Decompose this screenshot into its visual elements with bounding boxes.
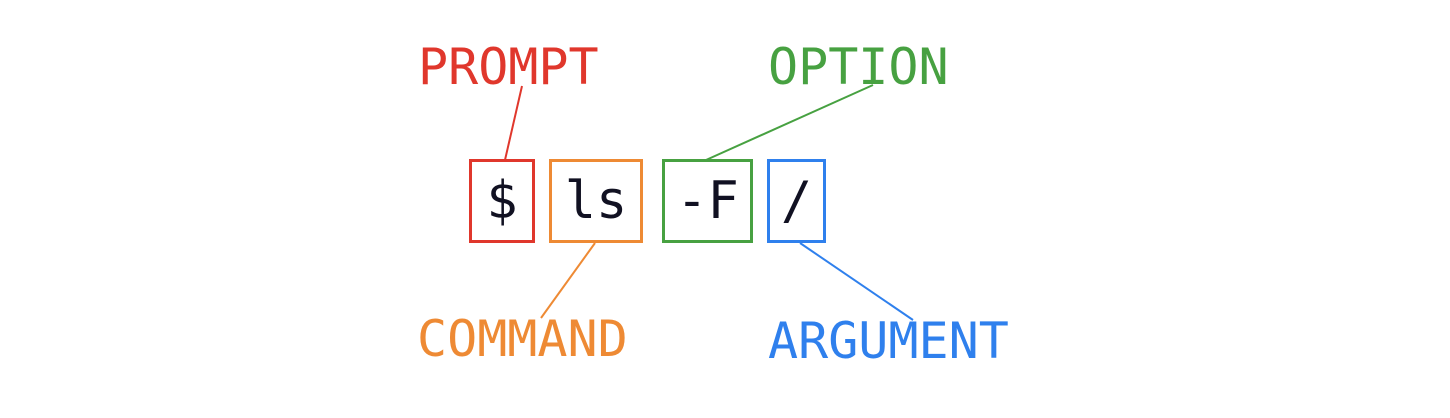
argument-leader-line	[799, 242, 914, 321]
prompt-token-box: $	[469, 159, 535, 243]
option-token-box: -F	[662, 159, 753, 243]
command-label: COMMAND	[417, 310, 628, 368]
prompt-label: PROMPT	[418, 38, 599, 96]
command-token-box: ls	[549, 159, 643, 243]
command-token: ls	[564, 171, 628, 231]
argument-token: /	[780, 171, 813, 231]
prompt-leader-line	[504, 85, 523, 161]
prompt-token: $	[486, 171, 518, 231]
option-leader-line	[705, 84, 874, 161]
argument-token-box: /	[767, 159, 826, 243]
command-leader-line	[540, 242, 596, 319]
option-token: -F	[676, 171, 739, 231]
option-label: OPTION	[768, 38, 949, 96]
argument-label: ARGUMENT	[768, 312, 1009, 370]
